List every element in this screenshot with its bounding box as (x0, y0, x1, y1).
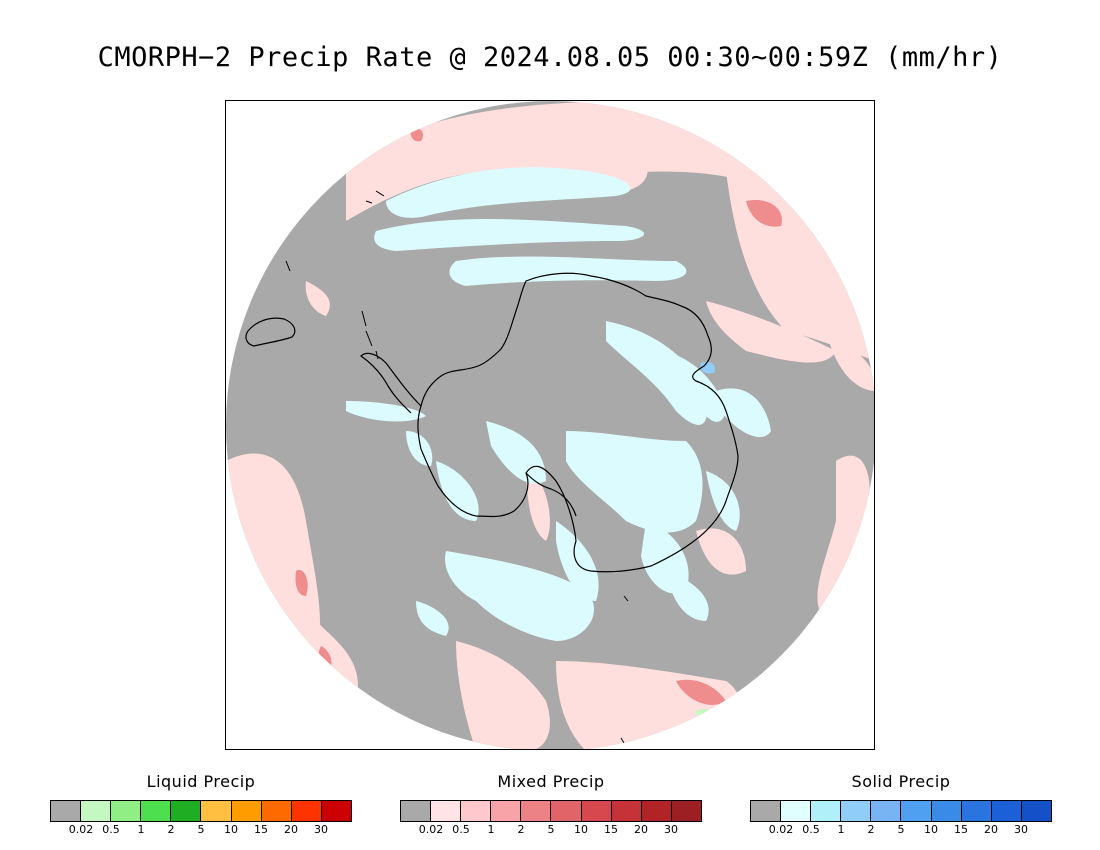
legend-mixed-swatch (431, 801, 462, 821)
legend-solid-title: Solid Precip (851, 772, 951, 791)
legend-mixed-tick: 0.02 (418, 823, 444, 836)
legend-liquid-swatch (141, 801, 172, 821)
legend-liquid-swatch (111, 801, 142, 821)
legend-solid-tick: 0.02 (768, 823, 794, 836)
scattered-islands (285, 260, 629, 744)
legend-solid-swatch (781, 801, 812, 821)
antarctica-coastline (417, 272, 739, 573)
legend-solid-swatch (811, 801, 842, 821)
legend-mixed-tick: 30 (664, 823, 678, 836)
legend-mixed-tick: 10 (574, 823, 588, 836)
legend-mixed-swatch (461, 801, 492, 821)
legend-solid-swatch (871, 801, 902, 821)
legend-mixed-tick: 5 (547, 823, 555, 836)
south-georgia-islands (365, 190, 385, 204)
legend-solid-tick: 1 (837, 823, 845, 836)
legend-solid-tick: 2 (867, 823, 875, 836)
legend-mixed-tick: 0.5 (452, 823, 470, 836)
mixed-precip-regions (226, 101, 874, 749)
legend-solid-tick: 15 (954, 823, 968, 836)
legend-liquid-tick: 5 (197, 823, 205, 836)
legend-solid-tick: 5 (897, 823, 905, 836)
ross-ice-shelf (525, 472, 577, 517)
legend-solid-swatch (901, 801, 932, 821)
legend-solid-swatch (1021, 801, 1051, 821)
solid-precip-regions (346, 167, 771, 641)
legend-liquid-bar (50, 800, 352, 822)
legend-mixed-bar (400, 800, 702, 822)
legend-mixed-tick: 1 (487, 823, 495, 836)
legend-liquid-tick: 1 (137, 823, 145, 836)
legend-mixed-title: Mixed Precip (497, 772, 605, 791)
legend-solid-swatch (961, 801, 992, 821)
legend-mixed-swatch (641, 801, 672, 821)
legend-solid-swatch (841, 801, 872, 821)
legend-solid-bar (750, 800, 1052, 822)
legend-liquid-swatch (81, 801, 112, 821)
legend-mixed-tick: 20 (634, 823, 648, 836)
legend-liquid-swatch (51, 801, 82, 821)
legend-solid-tick: 20 (984, 823, 998, 836)
map-title: CMORPH−2 Precip Rate @ 2024.08.05 00:30~… (97, 42, 1003, 73)
legend-solid-swatch (991, 801, 1022, 821)
legend-liquid-swatch (231, 801, 262, 821)
legend-liquid-tick: 20 (284, 823, 298, 836)
legend-mixed: Mixed Precip 0.02 0.5 1 2 5 10 15 20 30 (400, 772, 702, 842)
legend-liquid-swatch (171, 801, 202, 821)
antarctic-peninsula (360, 352, 422, 414)
legend-mixed-swatch (611, 801, 642, 821)
legend-mixed-ticks: 0.02 0.5 1 2 5 10 15 20 30 (400, 823, 702, 839)
legend-liquid-swatch (321, 801, 351, 821)
legend-mixed-swatch (581, 801, 612, 821)
legend-mixed-swatch (491, 801, 522, 821)
legend-mixed-swatch (521, 801, 552, 821)
legend-liquid-tick: 30 (314, 823, 328, 836)
legend-liquid-tick: 2 (167, 823, 175, 836)
legend-solid-tick: 10 (924, 823, 938, 836)
legend-mixed-swatch (401, 801, 432, 821)
legend-mixed-swatch (551, 801, 582, 821)
legend-solid-ticks: 0.02 0.5 1 2 5 10 15 20 30 (750, 823, 1052, 839)
solid-precip-moderate (700, 361, 716, 374)
liquid-precip-light (696, 709, 715, 722)
precip-map (226, 101, 874, 749)
legend-mixed-tick: 2 (517, 823, 525, 836)
legend-liquid-swatch (201, 801, 232, 821)
map-panel (225, 100, 875, 750)
legend-liquid-title: Liquid Precip (146, 772, 256, 791)
south-america-coast (245, 317, 296, 347)
legend-liquid-swatch (261, 801, 292, 821)
legend-liquid-tick: 0.5 (102, 823, 120, 836)
legend-liquid-tick: 15 (254, 823, 268, 836)
legend-solid-tick: 30 (1014, 823, 1028, 836)
legend-solid: Solid Precip 0.02 0.5 1 2 5 10 15 20 30 (750, 772, 1052, 842)
legend-liquid-ticks: 0.02 0.5 1 2 5 10 15 20 30 (50, 823, 352, 839)
legend-solid-swatch (931, 801, 962, 821)
legend-liquid-tick: 0.02 (68, 823, 94, 836)
legend-liquid-swatch (291, 801, 322, 821)
legend-liquid-tick: 10 (224, 823, 238, 836)
legend-liquid: Liquid Precip 0.02 0.5 1 2 5 10 15 20 30 (50, 772, 352, 842)
legend-mixed-tick: 15 (604, 823, 618, 836)
legend-solid-swatch (751, 801, 782, 821)
legend-mixed-swatch (671, 801, 701, 821)
legend-solid-tick: 0.5 (802, 823, 820, 836)
